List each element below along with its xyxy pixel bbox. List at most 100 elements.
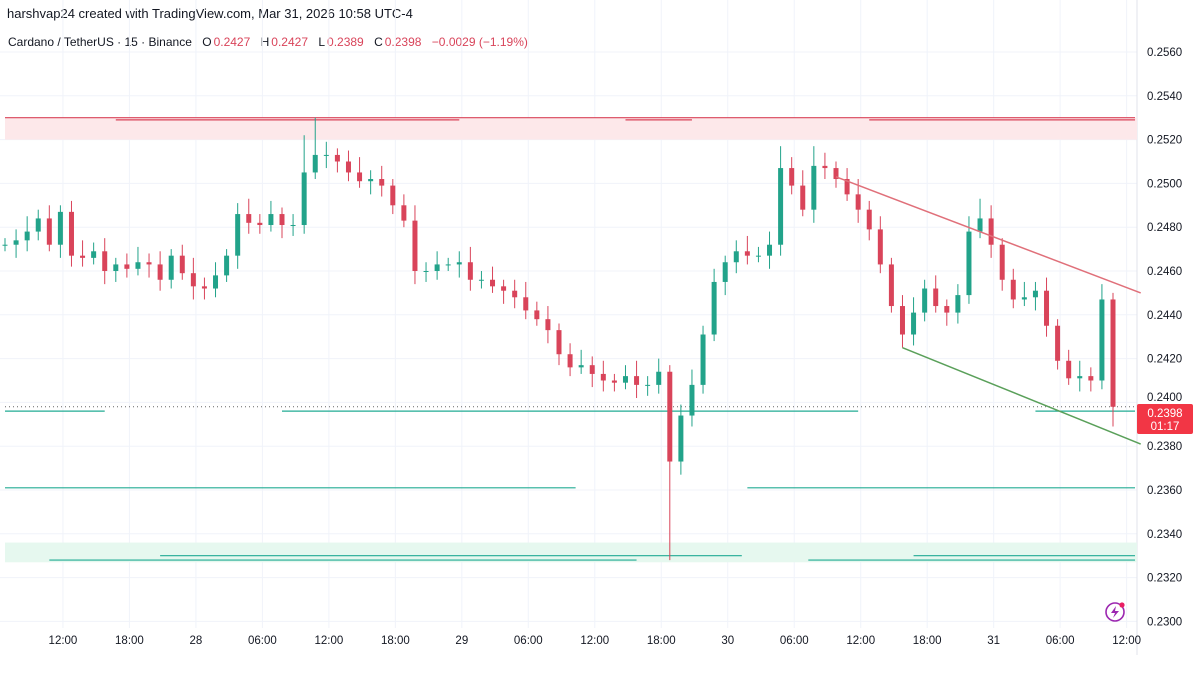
grid <box>0 0 1138 655</box>
candle-body <box>833 168 839 180</box>
candle-body <box>1066 360 1072 379</box>
candle-body <box>246 214 252 223</box>
trendlines <box>835 176 1141 445</box>
candle-body <box>955 295 961 313</box>
candle-body <box>534 310 540 320</box>
symbol-legend: Cardano / TetherUS · 15 · Binance O 0.242… <box>8 35 528 49</box>
candle-body <box>301 172 307 226</box>
candle-body <box>135 262 141 269</box>
symbol-title[interactable]: Cardano / TetherUS · 15 · Binance <box>8 35 192 49</box>
candle-body <box>46 218 52 245</box>
candle-body <box>1021 297 1027 300</box>
candle-body <box>622 376 628 383</box>
time-tick-label: 18:00 <box>913 635 942 647</box>
candle-body <box>345 161 351 173</box>
candle-body <box>190 273 196 287</box>
candle-body <box>390 185 396 206</box>
candle-body <box>157 264 163 280</box>
candle-body <box>113 264 119 271</box>
candle-body <box>235 214 241 256</box>
price-tick-label: 0.2420 <box>1147 354 1182 366</box>
candle-body <box>711 281 717 335</box>
lightning-icon[interactable] <box>1105 602 1125 622</box>
open-label: O <box>202 35 212 49</box>
price-tick-label: 0.2460 <box>1147 266 1182 278</box>
candle-body <box>57 211 63 245</box>
candle-body <box>179 255 185 274</box>
time-tick-label: 06:00 <box>248 635 277 647</box>
candle-body <box>357 172 363 182</box>
candle-body <box>988 218 994 245</box>
candle-body <box>13 240 19 245</box>
candle-body <box>80 255 86 258</box>
time-tick-label: 12:00 <box>1112 635 1141 647</box>
candle-body <box>312 154 318 173</box>
candle-body <box>545 319 551 331</box>
candle-body <box>1099 299 1105 381</box>
candle-body <box>323 154 329 156</box>
horizontal-levels <box>5 117 1137 561</box>
candle-body <box>634 376 640 385</box>
candle-body <box>201 286 207 289</box>
candle-body <box>911 312 917 335</box>
channel-bottom <box>902 346 1141 445</box>
price-tick-label: 0.2440 <box>1147 310 1182 322</box>
price-tick-label: 0.2360 <box>1147 485 1182 497</box>
time-tick-label: 06:00 <box>780 635 809 647</box>
candle-body <box>1055 325 1061 361</box>
high-label: H <box>260 35 270 49</box>
candle-body <box>467 262 473 280</box>
candles <box>2 117 1116 561</box>
price-axis[interactable]: 0.2560 0.2540 0.2520 0.2500 0.2480 0.2460 0.24… <box>1147 47 1182 628</box>
candle-body <box>855 194 861 210</box>
candle-body <box>490 279 496 287</box>
candle-body <box>224 255 230 276</box>
candle-body <box>257 222 263 226</box>
candle-body <box>124 264 130 269</box>
candle-body <box>1044 290 1050 326</box>
candle-body <box>611 380 617 383</box>
candle-body <box>744 251 750 256</box>
candle-body <box>656 371 662 385</box>
candle-body <box>789 168 795 186</box>
time-tick-label: 12:00 <box>580 635 609 647</box>
candle-body <box>91 251 97 258</box>
candle-body <box>767 244 773 256</box>
price-tick-label: 0.2320 <box>1147 573 1182 585</box>
time-tick-label: 30 <box>721 635 734 647</box>
candle-body <box>412 220 418 271</box>
candle-body <box>778 168 784 245</box>
candle-body <box>844 179 850 195</box>
candle-body <box>678 415 684 462</box>
close-value: 0.2398 <box>384 35 422 49</box>
candle-body <box>478 279 484 281</box>
candle-body <box>501 286 507 291</box>
time-tick-label: 12:00 <box>314 635 343 647</box>
candle-body <box>567 354 573 368</box>
time-tick-label: 31 <box>987 635 1000 647</box>
candle-body <box>1077 376 1083 379</box>
candle-body <box>523 297 529 311</box>
candle-body <box>334 154 340 162</box>
candle-body <box>888 264 894 307</box>
price-tick-label: 0.2340 <box>1147 529 1182 541</box>
time-axis[interactable]: 12:00 18:00 28 06:00 12:00 18:00 29 06:00 12:00 1… <box>49 635 1141 647</box>
candle-body <box>213 275 219 289</box>
time-tick-label: 18:00 <box>381 635 410 647</box>
candle-body <box>268 214 274 226</box>
candle-body <box>2 244 8 246</box>
candle-body <box>1088 376 1094 381</box>
candle-body <box>556 330 562 355</box>
low-label: L <box>318 35 326 49</box>
candle-body <box>401 205 407 221</box>
bar-countdown: 01:17 <box>1151 421 1180 433</box>
time-tick-label: 29 <box>455 635 468 647</box>
channel-top <box>835 176 1141 294</box>
support-zone <box>5 542 1137 563</box>
candle-body <box>944 306 950 313</box>
last-price-value: 0.2398 <box>1147 408 1182 420</box>
candle-body <box>933 288 939 307</box>
candle-body <box>368 179 374 182</box>
low-value: 0.2389 <box>327 35 364 49</box>
